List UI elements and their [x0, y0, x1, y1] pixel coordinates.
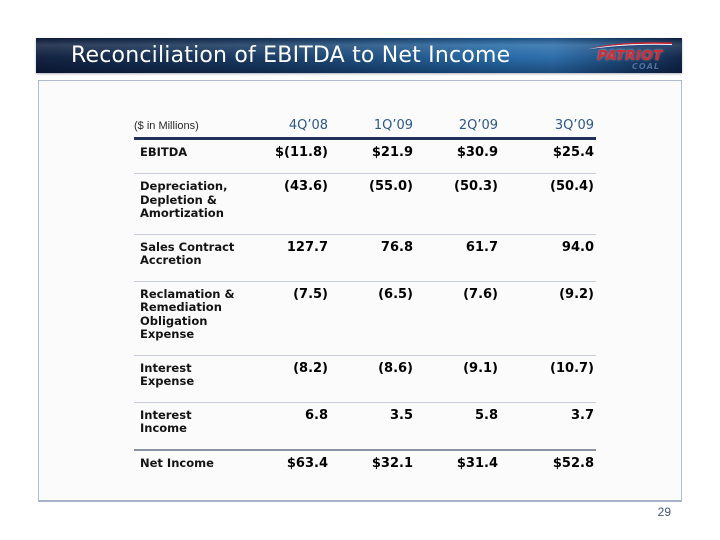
cell-value: (10.7) — [550, 360, 594, 376]
cell-value: 127.7 — [286, 239, 328, 255]
cell-value: (50.4) — [550, 179, 594, 194]
column-header: 4Q’08 — [288, 118, 328, 133]
cell-value: 76.8 — [380, 239, 413, 255]
cell-value: 5.8 — [474, 407, 498, 423]
logo-primary-text: PATRIOT — [597, 48, 663, 64]
cell-value: (6.5) — [378, 286, 413, 302]
table-row: EBITDA $(11.8) $21.9 $30.9 $25.4 — [134, 140, 596, 173]
cell-value: (8.6) — [378, 360, 413, 376]
cell-value: 94.0 — [561, 239, 594, 255]
column-header: 2Q’09 — [458, 118, 498, 133]
cell-value: $52.8 — [552, 455, 594, 471]
ebitda-reconciliation-table: ($ in Millions) 4Q’08 1Q’09 2Q’09 3Q’09 … — [134, 118, 596, 484]
cell-value: $63.4 — [286, 455, 328, 471]
slide-title-bar: Reconciliation of EBITDA to Net Income P… — [36, 38, 682, 73]
table-header-row: ($ in Millions) 4Q’08 1Q’09 2Q’09 3Q’09 — [134, 118, 596, 140]
cell-value: $(11.8) — [274, 145, 328, 160]
cell-value: $21.9 — [371, 145, 413, 160]
row-label: Depreciation, Depletion & Amortization — [140, 179, 228, 220]
column-header: 1Q’09 — [373, 118, 413, 133]
row-label: Interest Income — [140, 407, 192, 435]
cell-value: (43.6) — [284, 179, 328, 194]
column-header: 3Q’09 — [554, 118, 594, 133]
table-row: Reclamation & Remediation Obligation Exp… — [134, 280, 596, 355]
units-note: ($ in Millions) — [134, 120, 199, 132]
cell-value: 3.7 — [570, 407, 594, 423]
row-label: EBITDA — [140, 145, 188, 159]
cell-value: (7.5) — [293, 286, 328, 302]
table-row: Interest Expense (8.2) (8.6) (9.1) (10.7) — [134, 354, 596, 402]
logo-secondary-text: COAL — [632, 62, 660, 71]
cell-value: $30.9 — [456, 145, 498, 160]
page-title: Reconciliation of EBITDA to Net Income — [71, 43, 511, 68]
cell-value: $32.1 — [371, 455, 413, 471]
table-body: EBITDA $(11.8) $21.9 $30.9 $25.4 Depreciation… — [134, 140, 596, 484]
table-row: Interest Income 6.8 3.5 5.8 3.7 — [134, 401, 596, 449]
row-label: Interest Expense — [140, 360, 195, 388]
cell-value: (50.3) — [454, 179, 498, 194]
content-panel: ($ in Millions) 4Q’08 1Q’09 2Q’09 3Q’09 … — [38, 80, 682, 502]
cell-value: (9.1) — [463, 360, 498, 376]
cell-value: $25.4 — [552, 145, 594, 160]
cell-value: (9.2) — [559, 286, 594, 302]
row-label: Net Income — [140, 455, 214, 470]
row-label: Sales Contract Accretion — [140, 239, 235, 267]
cell-value: (55.0) — [369, 179, 413, 194]
cell-value: 6.8 — [304, 407, 328, 423]
cell-value: (8.2) — [293, 360, 328, 376]
cell-value: 61.7 — [465, 239, 498, 255]
logo-swoosh-icon — [588, 42, 672, 50]
table-row: Depreciation, Depletion & Amortization (4… — [134, 173, 596, 234]
patriot-coal-logo: PATRIOT COAL — [587, 41, 673, 71]
page-number: 29 — [657, 505, 671, 519]
row-label: Reclamation & Remediation Obligation Exp… — [140, 286, 235, 341]
table-row: Net Income $63.4 $32.1 $31.4 $52.8 — [134, 448, 596, 484]
cell-value: 3.5 — [389, 407, 413, 423]
cell-value: $31.4 — [456, 455, 498, 471]
cell-value: (7.6) — [463, 286, 498, 302]
table-row: Sales Contract Accretion 127.7 76.8 61.7 94.… — [134, 233, 596, 281]
